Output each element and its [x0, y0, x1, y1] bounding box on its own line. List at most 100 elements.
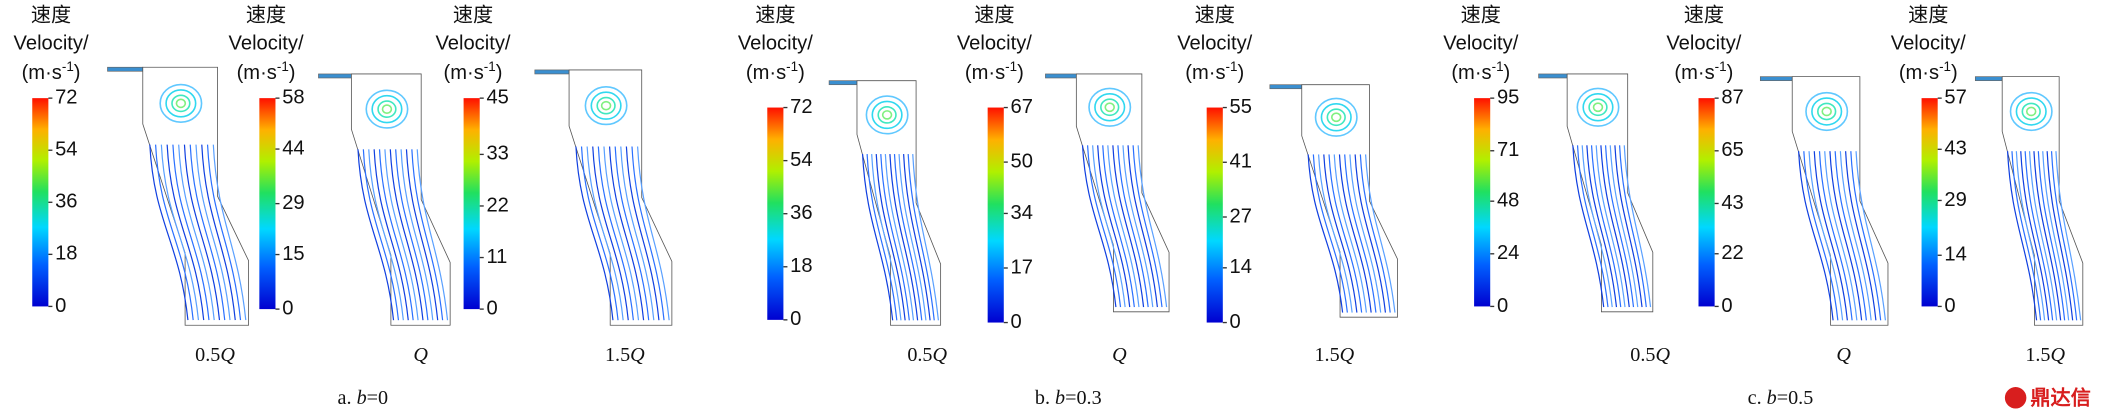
streamline	[172, 144, 210, 321]
streamline	[575, 146, 614, 321]
streamline	[625, 146, 660, 321]
streamline	[871, 154, 902, 321]
panel-group: 速度Velocity/(m·s-1)9571482400.5Q速度Velocit…	[1443, 3, 2084, 409]
colorbar-tick-label: 0	[1721, 295, 1732, 317]
streamline	[1850, 151, 1882, 321]
unit-exp: -1	[62, 59, 74, 74]
colorbar-tick-label: 43	[1721, 192, 1743, 214]
unit-close: )	[798, 62, 805, 84]
streamline	[1102, 145, 1135, 308]
vortex	[2025, 106, 2037, 117]
colorbar-tick-label: 0	[790, 308, 801, 330]
streamline	[1595, 145, 1626, 308]
panel: 速度 Velocity/ (m·s-1)58 44 29 15 0 Q	[229, 3, 451, 366]
streamline	[631, 146, 665, 321]
unit-close: )	[74, 62, 81, 84]
streamline	[149, 144, 189, 321]
streamline	[1798, 151, 1834, 321]
colorbar-tick-label: 29	[282, 192, 304, 214]
flow-coef: 1.5	[1314, 344, 1339, 366]
domain-outline	[2001, 76, 2084, 326]
panel: 速度 Velocity/ (m·s-1)72 54 36 18 0 0.5Q	[14, 3, 249, 366]
vortex	[877, 106, 897, 124]
inlet	[1974, 76, 2003, 82]
flow-var: Q	[1836, 344, 1851, 366]
unit-close: )	[496, 62, 503, 84]
colorbar	[1921, 98, 1938, 307]
flow-label: 0.5Q	[195, 344, 235, 366]
inlet	[1759, 76, 1793, 82]
vortex	[600, 100, 612, 111]
vortex	[2021, 102, 2041, 121]
streamline	[1328, 154, 1363, 313]
streamline	[608, 146, 645, 321]
streamline	[395, 149, 429, 321]
streamline-plot	[828, 80, 942, 326]
vortex	[377, 100, 397, 119]
streamline	[880, 154, 910, 321]
streamline	[1323, 154, 1358, 313]
legend-title-cn: 速度	[1908, 3, 1948, 27]
colorbar-tick-label: 22	[1721, 242, 1743, 264]
streamline	[411, 149, 444, 321]
streamline-plot	[1759, 76, 1889, 326]
unit-base: (m·s	[1899, 62, 1939, 84]
vortex	[1805, 91, 1849, 132]
streamline	[1354, 154, 1387, 313]
colorbar-tick-label: 14	[1944, 244, 1966, 266]
streamline	[1808, 151, 1844, 321]
streamline	[2042, 151, 2070, 321]
streamline	[1803, 151, 1839, 321]
vortex	[1320, 103, 1352, 132]
colorbar-tick-label: 34	[1011, 202, 1033, 224]
panel: 速度 Velocity/ (m·s-1)45 33 22 11 0 1.5Q	[435, 3, 673, 366]
legend-title-cn: 速度	[1195, 3, 1235, 27]
vortex	[2009, 91, 2053, 132]
legend-title-en: Velocity/	[435, 33, 510, 55]
streamline	[1312, 154, 1348, 313]
colorbar-tick-label: 72	[790, 96, 812, 118]
streamline	[597, 146, 634, 321]
streamline	[893, 154, 923, 321]
vortex	[871, 100, 903, 130]
streamline	[1112, 145, 1145, 308]
streamline	[875, 154, 906, 321]
vortex	[1326, 108, 1346, 127]
vortex	[1588, 98, 1608, 117]
streamline	[1845, 151, 1877, 321]
streamline	[405, 149, 439, 321]
domain-outline	[142, 66, 249, 326]
colorbar-tick-label: 0	[1011, 311, 1022, 333]
streamline	[178, 144, 215, 321]
unit-exp: -1	[1715, 59, 1727, 74]
caption-variable: b	[1055, 387, 1065, 409]
colorbar-tick-label: 72	[55, 86, 77, 108]
caption-variable: b	[1767, 387, 1777, 409]
legend-unit: (m·s-1)	[444, 59, 503, 85]
streamline	[212, 144, 247, 321]
streamline	[2037, 151, 2066, 321]
flow-var: Q	[1655, 344, 1670, 366]
streamline	[1590, 145, 1622, 308]
colorbar-tick-label: 14	[1230, 256, 1252, 278]
streamline	[2046, 151, 2074, 321]
streamline	[183, 144, 221, 321]
vortex	[2015, 97, 2047, 126]
streamline	[1097, 145, 1131, 308]
streamline	[1117, 145, 1149, 308]
streamline	[2033, 151, 2062, 321]
streamline	[586, 146, 624, 321]
colorbar-tick-label: 54	[55, 139, 77, 161]
legend-title-en: Velocity/	[1443, 33, 1518, 55]
streamline	[2028, 151, 2058, 321]
streamline	[1132, 145, 1163, 308]
colorbar-tick-label: 95	[1497, 86, 1519, 108]
unit-exp: -1	[1492, 59, 1504, 74]
vortex	[865, 95, 909, 135]
streamline	[1839, 151, 1872, 321]
flow-coef: 1.5	[605, 344, 630, 366]
colorbar-tick-label: 43	[1944, 138, 1966, 160]
vortex	[1576, 87, 1620, 127]
